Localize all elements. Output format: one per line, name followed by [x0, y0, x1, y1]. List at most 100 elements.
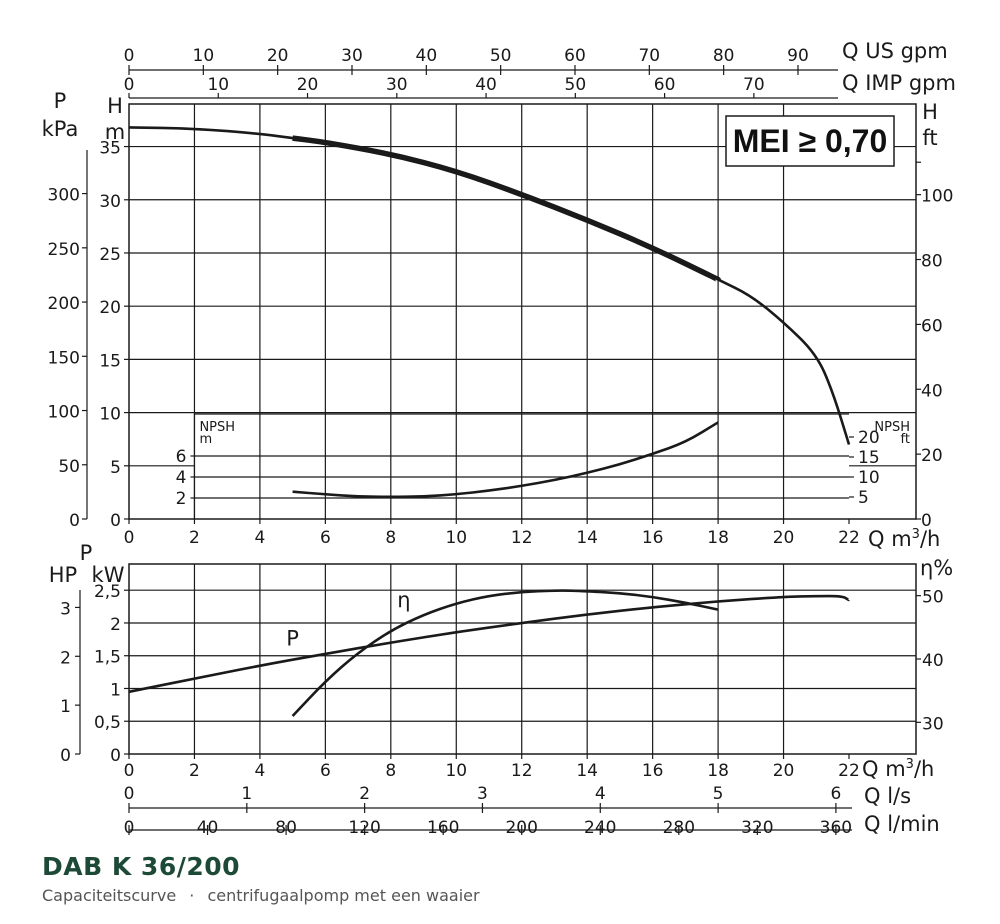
head-x-tick-label: 22 — [838, 528, 860, 548]
kpa-axis-unit: kPa — [42, 117, 79, 141]
lmin-tick-label: 240 — [584, 818, 616, 838]
power-y-axis-unit: kW — [92, 563, 125, 587]
head-x-tick-label: 10 — [445, 528, 467, 548]
ls-tick-label: 1 — [241, 784, 252, 804]
head-x-tick-label: 18 — [707, 528, 729, 548]
impgpm-tick-label: 60 — [654, 75, 676, 95]
lmin-tick-label: 360 — [820, 818, 852, 838]
mei-badge: MEI ≥ 0,70 — [725, 115, 895, 167]
subtitle-right: centrifugaalpomp met een waaier — [207, 886, 480, 905]
power-curve — [128, 594, 851, 694]
power-x-axis-label-main: Q m — [862, 757, 906, 781]
power-x-tick-label: 0 — [124, 761, 135, 781]
efficiency-curve-label: η — [397, 588, 410, 612]
subtitle: Capaciteitscurve · centrifugaalpomp met … — [42, 886, 480, 905]
head-plot-frame — [128, 103, 917, 520]
head-x-tick-label: 16 — [642, 528, 664, 548]
head-curve — [128, 126, 851, 445]
kpa-tick-label: 300 — [48, 186, 80, 206]
power-x-axis-label: Q m3/h — [862, 757, 934, 781]
head-curve-operating-range — [292, 135, 721, 283]
hp-tick-label: 0 — [60, 746, 71, 766]
hp-tick-label: 1 — [60, 697, 71, 717]
head-y-tick-label: 10 — [99, 405, 121, 425]
power-x-tick-label: 20 — [773, 761, 795, 781]
lmin-tick-label: 80 — [275, 818, 297, 838]
power-y-axis-label: P — [80, 541, 93, 565]
npsh-right-unit: ft — [901, 432, 910, 447]
head-x-axis-label-sup: 3 — [912, 527, 920, 542]
subtitle-left: Capaciteitscurve — [42, 886, 177, 905]
lmin-tick-label: 40 — [197, 818, 219, 838]
power-x-tick-label: 14 — [576, 761, 598, 781]
head-y-tick-label: 30 — [99, 192, 121, 212]
eff-tick-label: 30 — [922, 714, 944, 734]
eff-axis-label: η% — [920, 556, 953, 580]
lmin-tick-label: 0 — [124, 818, 135, 838]
head-y-tick-label: 0 — [110, 511, 121, 531]
kpa-tick-label: 100 — [48, 403, 80, 423]
hp-axis-label: HP — [49, 563, 77, 587]
hp-tick-label: 3 — [60, 599, 71, 619]
head-x-tick-label: 8 — [385, 528, 396, 548]
kpa-tick-label: 250 — [48, 240, 80, 260]
lmin-tick-label: 200 — [505, 818, 537, 838]
usgpm-tick-label: 60 — [564, 46, 586, 66]
head-y-tick-label: 25 — [99, 245, 121, 265]
impgpm-tick-label: 0 — [124, 75, 135, 95]
power-x-tick-label: 6 — [320, 761, 331, 781]
impgpm-tick-label: 30 — [386, 75, 408, 95]
power-x-tick-label: 18 — [707, 761, 729, 781]
eff-tick-label: 50 — [922, 588, 944, 608]
npsh-left-tick-label: 4 — [176, 468, 187, 488]
head-ft-tick-label: 40 — [921, 381, 943, 401]
lmin-tick-label: 280 — [663, 818, 695, 838]
impgpm-axis-label: Q IMP gpm — [842, 71, 956, 95]
ls-axis-label: Q l/s — [864, 784, 911, 808]
head-ft-axis-unit: ft — [922, 126, 937, 150]
usgpm-tick-label: 90 — [787, 46, 809, 66]
head-ft-tick-label: 0 — [921, 511, 932, 531]
head-x-tick-label: 6 — [320, 528, 331, 548]
usgpm-axis-label: Q US gpm — [842, 39, 948, 63]
hp-tick-label: 2 — [60, 648, 71, 668]
npsh-left-label: NPSH — [199, 420, 235, 435]
head-x-axis-label: Q m3/h — [868, 527, 940, 551]
head-ft-tick-label: 20 — [921, 446, 943, 466]
kpa-tick-label: 50 — [58, 457, 80, 477]
impgpm-tick-label: 10 — [207, 75, 229, 95]
lmin-tick-label: 120 — [348, 818, 380, 838]
head-ft-tick-label: 100 — [921, 187, 953, 207]
head-y-tick-label: 5 — [110, 458, 121, 478]
power-y-tick-label: 0,5 — [94, 713, 121, 733]
head-y-tick-label: 20 — [99, 298, 121, 318]
power-x-tick-label: 22 — [838, 761, 860, 781]
eff-tick-label: 40 — [922, 651, 944, 671]
usgpm-tick-label: 70 — [638, 46, 660, 66]
head-x-axis-label-suffix: /h — [920, 527, 940, 551]
head-ft-tick-label: 60 — [921, 316, 943, 336]
ls-tick-label: 2 — [359, 784, 370, 804]
kpa-tick-label: 0 — [69, 511, 80, 531]
head-y-axis-label: H — [107, 94, 123, 118]
kpa-tick-label: 150 — [48, 348, 80, 368]
head-x-tick-label: 4 — [254, 528, 265, 548]
power-x-axis-label-suffix: /h — [914, 757, 934, 781]
power-y-tick-label: 1 — [110, 680, 121, 700]
power-y-tick-label: 2 — [110, 615, 121, 635]
grid-layer — [129, 104, 916, 754]
head-x-tick-label: 2 — [189, 528, 200, 548]
power-x-tick-label: 12 — [511, 761, 533, 781]
npsh-right-tick-label: 20 — [858, 428, 880, 448]
head-y-axis-unit: m — [105, 120, 125, 144]
head-x-tick-label: 14 — [576, 528, 598, 548]
kpa-tick-label: 200 — [48, 294, 80, 314]
curves-layer — [128, 126, 851, 717]
lmin-tick-label: 160 — [427, 818, 459, 838]
kpa-axis-label: P — [54, 89, 67, 113]
power-x-tick-label: 16 — [642, 761, 664, 781]
head-y-tick-label: 15 — [99, 351, 121, 371]
npsh-curve — [292, 421, 719, 499]
